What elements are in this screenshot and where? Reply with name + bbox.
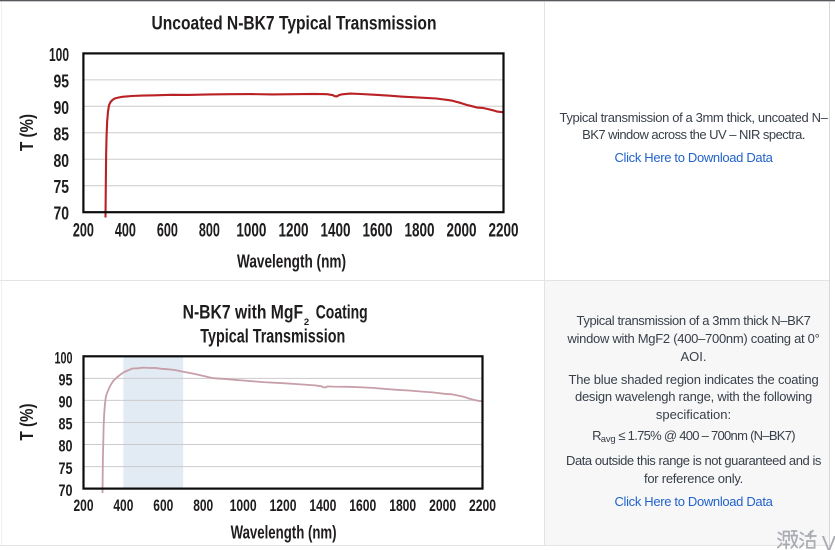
svg-text:75: 75 [54, 177, 70, 197]
svg-text:80: 80 [59, 437, 73, 456]
svg-text:2200: 2200 [489, 221, 519, 242]
svg-text:1600: 1600 [349, 497, 376, 515]
svg-text:V: V [822, 532, 835, 550]
svg-text:800: 800 [193, 497, 213, 515]
svg-text:2000: 2000 [447, 221, 477, 242]
svg-text:600: 600 [153, 497, 173, 515]
svg-text:1800: 1800 [405, 221, 435, 242]
svg-text:600: 600 [157, 221, 178, 242]
svg-text:1400: 1400 [309, 497, 336, 515]
svg-text:2200: 2200 [469, 497, 496, 515]
svg-text:400: 400 [113, 497, 133, 515]
svg-text:70: 70 [54, 204, 70, 224]
svg-text:70: 70 [59, 481, 73, 500]
svg-text:Wavelength (nm): Wavelength (nm) [231, 523, 337, 543]
svg-text:T (%): T (%) [16, 114, 37, 151]
svg-text:1200: 1200 [270, 497, 297, 515]
svg-text:1800: 1800 [389, 497, 416, 515]
svg-text:Coating: Coating [316, 303, 368, 324]
svg-text:N-BK7 with MgF: N-BK7 with MgF [183, 303, 304, 324]
svg-text:100: 100 [49, 45, 69, 65]
svg-text:85: 85 [54, 124, 70, 144]
svg-text:T (%): T (%) [16, 404, 37, 441]
svg-text:90: 90 [54, 98, 70, 118]
svg-text:100: 100 [55, 349, 73, 368]
svg-text:1000: 1000 [230, 497, 257, 515]
svg-text:1400: 1400 [321, 221, 351, 242]
svg-text:800: 800 [199, 221, 220, 242]
svg-text:Typical Transmission: Typical Transmission [200, 326, 345, 347]
svg-text:200: 200 [73, 221, 94, 242]
svg-text:1200: 1200 [279, 221, 309, 242]
svg-text:400: 400 [115, 221, 136, 242]
svg-text:2000: 2000 [429, 497, 456, 515]
svg-text:1600: 1600 [363, 221, 393, 242]
svg-text:2: 2 [304, 317, 309, 328]
svg-text:200: 200 [74, 497, 94, 515]
svg-text:85: 85 [59, 415, 73, 434]
svg-text:95: 95 [59, 371, 73, 390]
svg-text:80: 80 [54, 151, 70, 171]
svg-text:90: 90 [59, 393, 73, 412]
svg-text:75: 75 [59, 459, 73, 478]
svg-text:95: 95 [54, 71, 70, 91]
svg-text:Uncoated N-BK7 Typical Transmi: Uncoated N-BK7 Typical Transmission [152, 13, 437, 35]
svg-text:Wavelength (nm): Wavelength (nm) [237, 252, 346, 272]
svg-text:1000: 1000 [236, 221, 266, 242]
